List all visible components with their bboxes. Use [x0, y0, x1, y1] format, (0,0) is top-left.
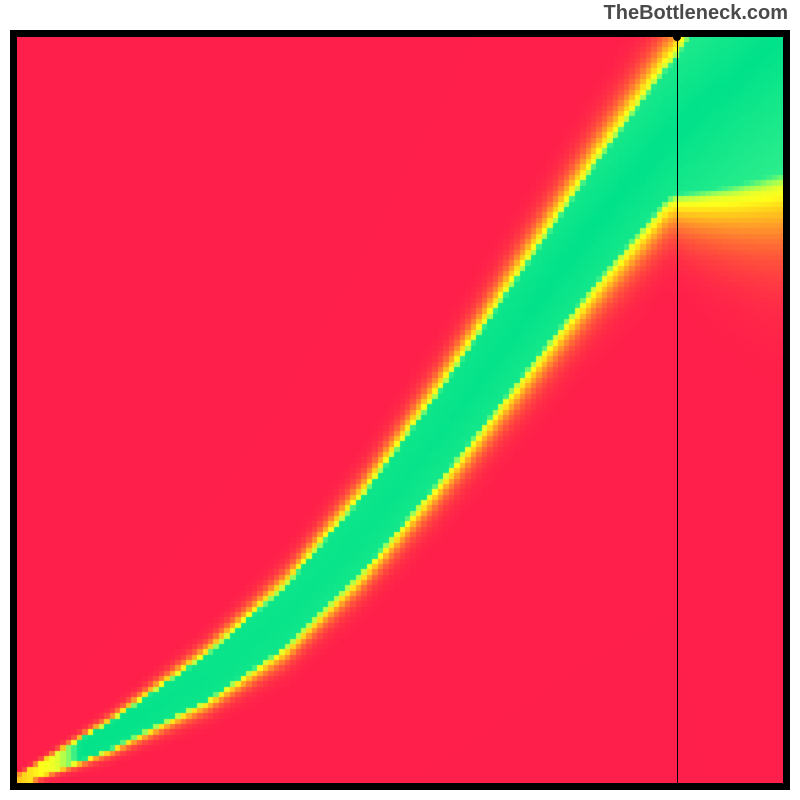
- vertical-reference-line: [677, 37, 678, 783]
- chart-frame: [10, 30, 790, 790]
- heatmap-canvas: [17, 37, 783, 783]
- watermark-text: TheBottleneck.com: [604, 2, 788, 25]
